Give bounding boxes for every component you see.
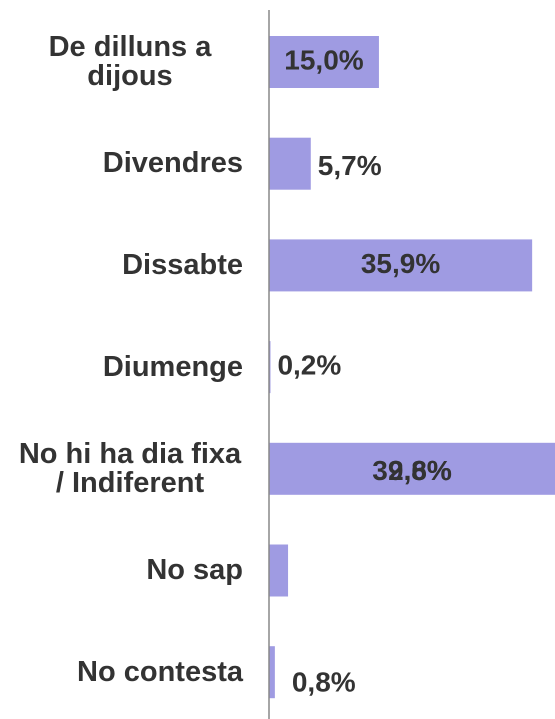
value-label: 35,9% bbox=[361, 248, 440, 279]
category-label: No contesta bbox=[77, 632, 243, 712]
value-label: 0,2% bbox=[277, 349, 341, 380]
category-text: No contesta bbox=[77, 655, 243, 688]
category-label: Diumenge bbox=[103, 327, 243, 407]
value-label: 2,6% bbox=[388, 455, 452, 486]
category-label: De dilluns a dijous bbox=[17, 22, 243, 102]
value-label: 5,7% bbox=[318, 150, 382, 181]
bar bbox=[269, 137, 311, 190]
category-label: Divendres bbox=[103, 124, 243, 204]
category-label: No sap bbox=[146, 531, 243, 611]
bar bbox=[269, 646, 275, 699]
bar bbox=[269, 239, 533, 292]
category-text: No hi ha dia fixa / Indiferent bbox=[18, 437, 242, 499]
bar bbox=[269, 36, 379, 88]
category-text: De dilluns a dijous bbox=[48, 31, 212, 92]
bar bbox=[269, 544, 289, 597]
category-text: No sap bbox=[146, 554, 243, 586]
value-label: 0,8% bbox=[292, 667, 356, 698]
category-text: Dissabte bbox=[122, 248, 243, 281]
category-text: Divendres bbox=[102, 147, 243, 180]
value-label: 39,8% bbox=[372, 455, 451, 486]
value-label: 15,0% bbox=[284, 44, 363, 75]
category-label: Dissabte bbox=[122, 225, 243, 305]
bar bbox=[269, 442, 555, 495]
category-label: No hi ha dia fixa / Indiferent bbox=[17, 429, 243, 509]
category-text: Diumenge bbox=[102, 350, 243, 383]
